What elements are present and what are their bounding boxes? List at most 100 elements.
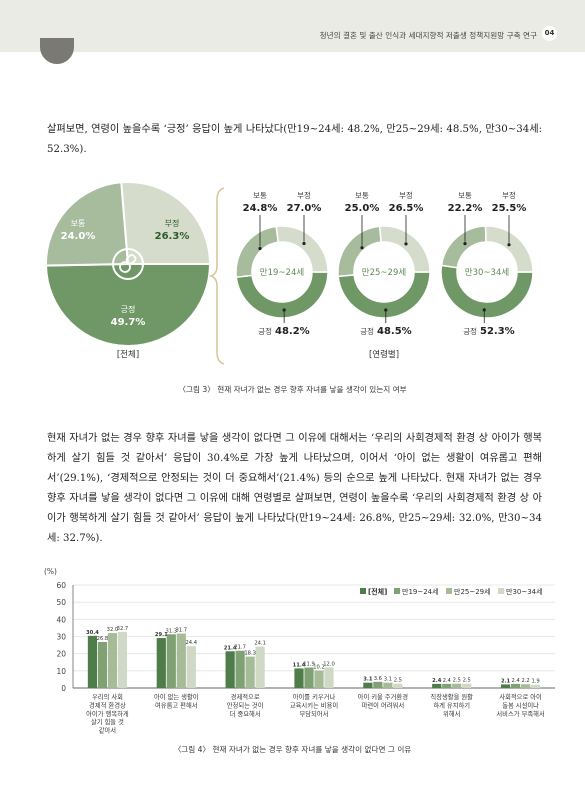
leader-dot xyxy=(404,242,408,246)
bar-value-label: 2.5 xyxy=(463,678,471,684)
legend-label: [전체] xyxy=(368,587,387,596)
body-paragraph-1: 살펴보면, 연령이 높을수록 ‘긍정’ 응답이 높게 나타났다(만19~24세:… xyxy=(47,124,542,155)
bar-value-label: 12.0 xyxy=(323,661,335,667)
bar-value-label: 30.4 xyxy=(86,630,99,636)
bar-value-label: 26.8 xyxy=(97,636,109,642)
donut-value-부정: 25.5% xyxy=(492,203,527,214)
leader-dot xyxy=(258,246,262,251)
bar-value-label: 2.5 xyxy=(394,678,402,684)
bar-value-label: 24.1 xyxy=(254,641,266,647)
legend-swatch xyxy=(446,588,452,594)
bar-value-label: 2.5 xyxy=(453,678,461,684)
donut-value-부정: 27.0% xyxy=(287,203,322,214)
bar-만30~34세 xyxy=(255,646,265,688)
bar-만30~34세 xyxy=(117,631,128,688)
bar-value-label: 3.6 xyxy=(374,676,382,682)
donut-label-긍정: 긍정 xyxy=(360,326,374,336)
bar-value-label: 2.4 xyxy=(511,678,520,684)
y-axis-unit: (%) xyxy=(44,567,57,576)
leader-dot xyxy=(360,246,364,250)
bar-value-label: 2.1 xyxy=(501,678,511,684)
donut-center-label: 만25~29세 xyxy=(362,268,406,278)
donut-value-보통: 24.8% xyxy=(243,203,278,214)
x-category-label: 아이를 키우거나 xyxy=(293,692,336,701)
y-tick-label: 0 xyxy=(61,684,66,693)
x-category-label: 교육시키는 비용이 xyxy=(290,700,338,709)
bar-value-label: 32.7 xyxy=(117,626,129,632)
donut-value-보통: 22.2% xyxy=(448,203,483,214)
donut-slice-만30~34세-긍정 xyxy=(440,264,534,319)
x-category-label: 부담되어서 xyxy=(300,709,329,718)
bar-value-label: 2.2 xyxy=(521,678,529,684)
bar-만30~34세 xyxy=(324,667,334,688)
donut-value-긍정: 52.3% xyxy=(480,326,515,337)
baby-pacifier-icon xyxy=(112,248,144,280)
bar-[전체] xyxy=(432,683,442,688)
x-category-label: 더 중요해서 xyxy=(230,709,261,718)
bar-만25~29세 xyxy=(107,633,118,688)
bar-value-label: 11.9 xyxy=(303,662,315,668)
donut-center-label: 만19~24세 xyxy=(260,268,304,278)
donut-value-긍정: 48.2% xyxy=(275,326,310,337)
page-number: 04 xyxy=(542,26,557,41)
pacifier-nipple-shape xyxy=(125,254,137,265)
donut-label-부정: 부정 xyxy=(297,190,311,200)
donut-slice-만19~24세-긍정 xyxy=(235,271,329,319)
legend-swatch xyxy=(498,588,504,594)
donut-label-부정: 부정 xyxy=(399,190,413,200)
header-tab-decoration xyxy=(40,38,74,64)
bar-value-label: 2.4 xyxy=(443,678,452,684)
bar-[전체] xyxy=(294,668,304,688)
bar-value-label: 31.3 xyxy=(166,628,178,634)
pie-value-긍정: 49.7% xyxy=(111,317,146,328)
x-category-label: 사회적으로 아이 xyxy=(499,692,542,701)
bar-value-label: 2.4 xyxy=(432,678,442,684)
donut-slice-만30~34세-보통 xyxy=(440,225,487,269)
bar-만19~24세 xyxy=(442,683,452,688)
legend-swatch xyxy=(394,588,400,594)
x-category-label: 여유롭고 편해서 xyxy=(155,700,198,709)
bar-value-label: 1.9 xyxy=(531,679,539,685)
x-category-label: 하게 유지하기 xyxy=(433,700,470,709)
x-category-label: 경제적 환경상 xyxy=(89,700,126,709)
y-tick-label: 50 xyxy=(56,598,66,607)
bar-만25~29세 xyxy=(383,682,393,688)
bar-만30~34세 xyxy=(186,646,196,688)
pie-label-긍정: 긍정 xyxy=(121,304,136,314)
figure-4-bar-chart: (%) 0 10 20 30 40 50 60 [전체] 만19~24세 만25~29세 만30~34… xyxy=(44,567,555,735)
legend-swatch xyxy=(360,588,366,594)
donut-slice-만19~24세-부정 xyxy=(275,225,329,273)
leader-dot xyxy=(463,242,467,246)
bar-만25~29세 xyxy=(314,670,324,688)
donut-value-부정: 26.5% xyxy=(389,203,424,214)
y-tick-label: 10 xyxy=(56,667,66,676)
page-header: 청년의 결혼 및 출산 인식과 세대지향적 저출생 정책지원망 구축 연구 04 xyxy=(0,0,585,64)
x-category-label: 서비스가 부족해서 xyxy=(496,709,544,718)
pie-label-부정: 부정 xyxy=(165,218,180,228)
bar-value-label: 3.1 xyxy=(384,677,392,683)
y-tick-label: 40 xyxy=(56,615,66,624)
bracket-divider xyxy=(208,187,225,365)
donut-label-보통: 보통 xyxy=(253,191,267,200)
donut-slice-만25~29세-부정 xyxy=(378,225,431,273)
y-tick-label: 30 xyxy=(56,633,66,642)
x-category-label: 아이가 행복하게 xyxy=(86,709,129,718)
leader-dot xyxy=(507,243,511,247)
donut-label-긍정: 긍정 xyxy=(258,326,272,336)
x-category-label: 위해서 xyxy=(443,709,460,718)
figure-3-caption: 〈그림 3〉 현재 자녀가 없는 경우 향후 자녀를 낳을 생각이 있는지 여부 xyxy=(178,385,407,394)
bar-만25~29세 xyxy=(245,656,255,688)
leader-dot xyxy=(302,241,306,246)
x-category-label: 안정되는 것이 xyxy=(227,700,264,709)
bar-value-label: 31.7 xyxy=(176,628,188,634)
bar-만25~29세 xyxy=(176,633,186,688)
pie-slice-긍정 xyxy=(44,263,212,347)
bar-value-label: 21.4 xyxy=(224,645,237,651)
figure-4-caption: 〈그림 4〉 현재 자녀가 없는 경우 향후 자녀를 낳을 생각이 없다면 그 … xyxy=(173,745,412,754)
bar-만19~24세 xyxy=(97,641,108,688)
pie-label-보통: 보통 xyxy=(71,219,86,228)
donut-value-긍정: 48.5% xyxy=(377,326,412,337)
legend-label: 만19~24세 xyxy=(402,587,439,596)
donut-label-긍정: 긍정 xyxy=(463,326,477,336)
bar-만19~24세 xyxy=(304,667,314,688)
